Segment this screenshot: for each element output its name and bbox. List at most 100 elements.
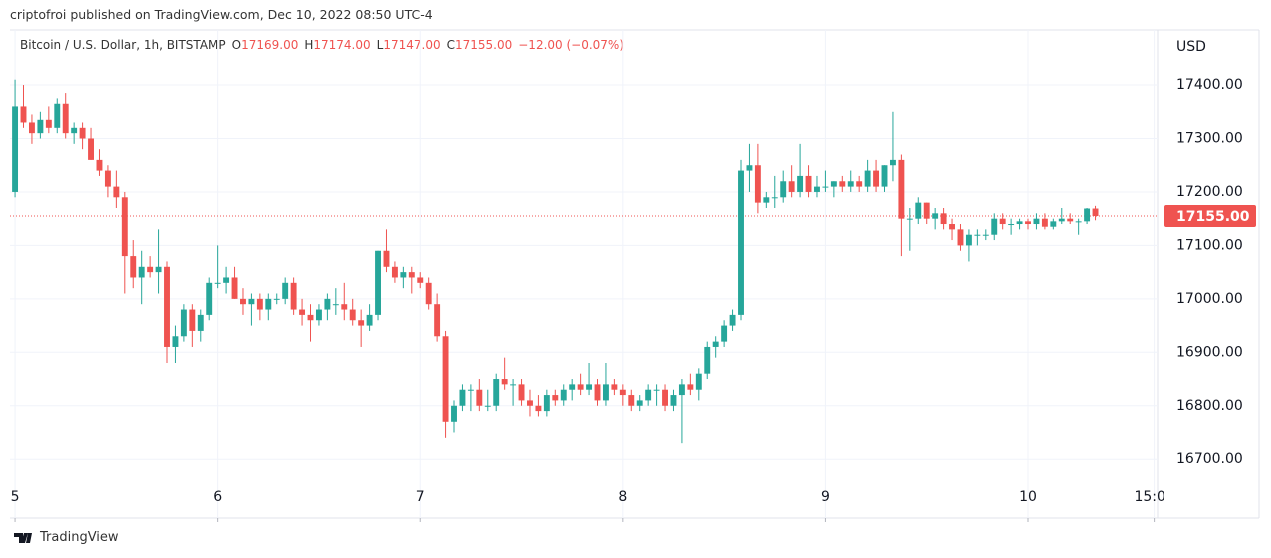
candle-body: [805, 175, 812, 192]
candle-body: [121, 197, 128, 257]
legend-value: 17147.00: [383, 38, 441, 52]
candle-body: [788, 181, 795, 192]
candle-body: [408, 272, 415, 278]
legend-item: H17174.00: [304, 38, 370, 52]
candle-body: [451, 405, 457, 422]
candle-body: [493, 379, 500, 406]
candle-body: [569, 384, 576, 390]
legend-value: 17174.00: [313, 38, 371, 52]
candle-body: [197, 314, 204, 331]
candle-body: [543, 395, 550, 412]
candle-body: [240, 298, 246, 305]
candle-body: [434, 304, 441, 337]
candle-body: [704, 346, 711, 374]
candle-body: [12, 106, 19, 192]
symbol-title: Bitcoin / U.S. Dollar, 1h, BITSTAMP: [20, 38, 226, 52]
candle-body: [999, 218, 1006, 225]
candle-body: [476, 389, 483, 406]
candle-body: [71, 127, 78, 134]
candle-body: [442, 336, 449, 422]
candle-body: [1058, 218, 1065, 222]
candle-body: [628, 395, 635, 406]
candle-body: [754, 165, 761, 203]
candle-body: [28, 122, 35, 134]
legend-value: 17155.00: [454, 38, 513, 52]
candle-body: [1041, 218, 1048, 227]
candle-body: [957, 229, 964, 246]
candle-body: [864, 170, 871, 187]
candle-body: [662, 389, 668, 406]
candle-body: [383, 250, 390, 267]
candle-body: [223, 277, 230, 283]
candle-body: [586, 384, 593, 390]
candle-body: [746, 165, 753, 171]
candle-body: [307, 314, 314, 321]
legend-item: O17169.00: [232, 38, 299, 52]
candle-body: [822, 186, 829, 188]
x-tick-label: 5: [11, 489, 20, 505]
candle-body: [797, 175, 804, 192]
candle-body: [965, 234, 972, 246]
y-tick-label: 17300.00: [1176, 131, 1243, 147]
candle-body: [1025, 221, 1031, 225]
candle-body: [315, 309, 322, 321]
candle-body: [729, 314, 736, 326]
x-tick-label: 10: [1019, 489, 1037, 505]
y-axis-label: USD: [1176, 39, 1206, 55]
candle-body: [510, 384, 517, 386]
candle-body: [898, 159, 905, 219]
candle-body: [889, 159, 896, 166]
candle-body: [670, 395, 677, 406]
candle-body: [678, 384, 685, 396]
candle-body: [341, 304, 348, 310]
candle-body: [1084, 208, 1091, 222]
candle-body: [425, 282, 432, 305]
candle-body: [1033, 218, 1040, 225]
candle-body: [417, 277, 424, 283]
candle-body: [366, 314, 373, 326]
candle-body: [62, 103, 69, 134]
candle-body: [560, 389, 567, 401]
candle-body: [1092, 208, 1099, 217]
candle-body: [155, 266, 162, 273]
legend-value: 17169.00: [241, 38, 299, 52]
x-tick-label: 9: [821, 489, 830, 505]
candle-body: [299, 309, 306, 315]
candle-body: [180, 309, 187, 337]
candle-body: [1016, 221, 1023, 225]
candle-body: [214, 282, 221, 284]
legend-key: L: [376, 38, 384, 52]
candle-body: [88, 138, 94, 160]
candle-body: [189, 309, 196, 331]
candle-body: [653, 389, 660, 391]
y-tick-label: 17000.00: [1176, 291, 1243, 307]
y-tick-label: 16900.00: [1176, 344, 1243, 360]
candle-body: [721, 325, 728, 342]
candle-body: [763, 197, 770, 203]
logo: [14, 532, 32, 543]
x-tick-label: 6: [213, 489, 222, 505]
candle-body: [814, 186, 820, 192]
candle-body: [780, 181, 787, 198]
candle-body: [527, 400, 533, 406]
candle-body: [501, 379, 508, 385]
y-tick-label: 16800.00: [1176, 398, 1243, 414]
candle-body: [991, 218, 998, 235]
candle-body: [535, 405, 542, 412]
candle-body: [349, 309, 356, 321]
candle-body: [932, 213, 939, 219]
candle-body: [915, 202, 922, 219]
candle-body: [265, 298, 272, 310]
candle-body: [130, 256, 137, 278]
candle-body: [577, 384, 584, 390]
candle-body: [37, 119, 44, 134]
legend: Bitcoin / U.S. Dollar, 1h, BITSTAMP O171…: [20, 38, 624, 52]
candle-body: [847, 181, 854, 187]
candle-body: [79, 127, 86, 139]
candle-body: [45, 119, 52, 128]
legend-key: C: [446, 38, 455, 52]
candle-body: [1050, 221, 1057, 227]
candle-body: [248, 298, 255, 305]
candle-body: [147, 266, 154, 273]
candle-body: [138, 266, 145, 278]
